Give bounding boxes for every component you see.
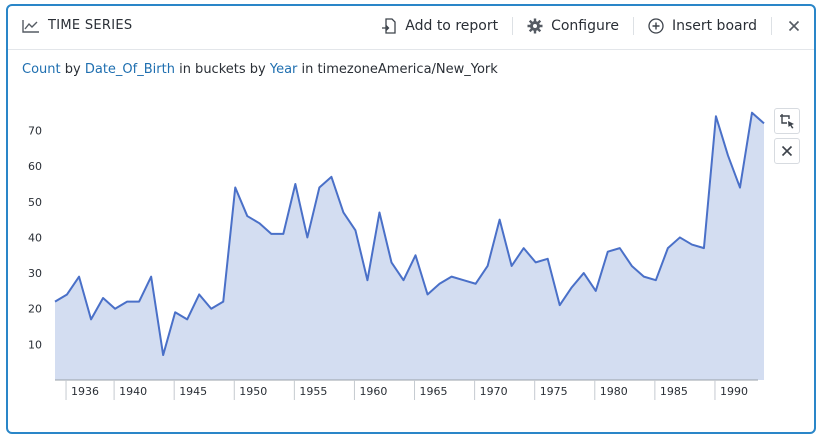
y-tick-label: 70 <box>28 125 42 138</box>
query-bucket-link[interactable]: Year <box>269 62 298 77</box>
y-tick-label: 50 <box>28 196 42 209</box>
x-tick-label: 1950 <box>239 385 267 398</box>
query-text: by <box>64 62 81 77</box>
add-to-report-icon <box>382 18 396 34</box>
insert-board-label: Insert board <box>671 18 757 34</box>
configure-label: Configure <box>551 18 619 34</box>
title-wrap: TIME SERIES <box>22 18 132 33</box>
divider <box>632 17 634 35</box>
x-tick-label: 1980 <box>600 385 628 398</box>
query-text: in buckets by <box>179 62 266 77</box>
panel-header: TIME SERIES Add to report <box>8 6 814 50</box>
panel-title: TIME SERIES <box>48 18 133 33</box>
x-tick-label: 1945 <box>179 385 207 398</box>
y-tick-label: 30 <box>28 267 42 280</box>
query-text: in timezone <box>301 62 378 77</box>
x-tick-label: 1965 <box>420 385 448 398</box>
time-series-panel: TIME SERIES Add to report <box>6 4 816 434</box>
add-to-report-label: Add to report <box>405 18 499 34</box>
close-icon[interactable] <box>788 20 800 32</box>
line-chart-icon <box>22 19 39 33</box>
y-tick-label: 60 <box>28 160 42 173</box>
query-description: Count by Date_Of_Birth in buckets by Yea… <box>22 62 498 77</box>
insert-board-button[interactable]: Insert board <box>648 18 757 34</box>
series-line <box>54 111 765 357</box>
query-field-link[interactable]: Date_Of_Birth <box>84 62 175 77</box>
zoom-select-button[interactable] <box>774 108 800 134</box>
divider <box>771 17 772 35</box>
x-tick-label: 1940 <box>119 385 147 398</box>
y-tick-label: 40 <box>28 231 42 244</box>
reset-zoom-button[interactable] <box>774 138 800 164</box>
add-to-report-button[interactable]: Add to report <box>381 18 498 34</box>
plus-circle-icon <box>648 18 664 34</box>
query-timezone: America/New_York <box>377 62 498 77</box>
x-tick-label: 1990 <box>720 385 748 398</box>
y-tick-label: 20 <box>28 303 42 316</box>
header-actions: Add to report Configure <box>381 17 800 35</box>
series-area <box>55 112 765 380</box>
x-tick-label: 1955 <box>299 385 327 398</box>
y-tick-label: 10 <box>28 338 42 351</box>
query-metric-link[interactable]: Count <box>22 62 61 77</box>
x-tick-label: 1936 <box>71 385 99 398</box>
time-series-chart: 10 20 30 40 50 60 70 1936 1940 1945 1950 1955 1960 19… <box>28 111 765 400</box>
divider <box>512 17 514 35</box>
x-tick-label: 1960 <box>359 385 387 398</box>
configure-button[interactable]: Configure <box>527 18 619 34</box>
gear-icon <box>527 18 543 34</box>
close-icon <box>781 145 793 157</box>
x-tick-label: 1975 <box>540 385 568 398</box>
crop-cursor-icon <box>780 114 794 129</box>
x-tick-label: 1985 <box>660 385 688 398</box>
x-tick-label: 1970 <box>480 385 508 398</box>
